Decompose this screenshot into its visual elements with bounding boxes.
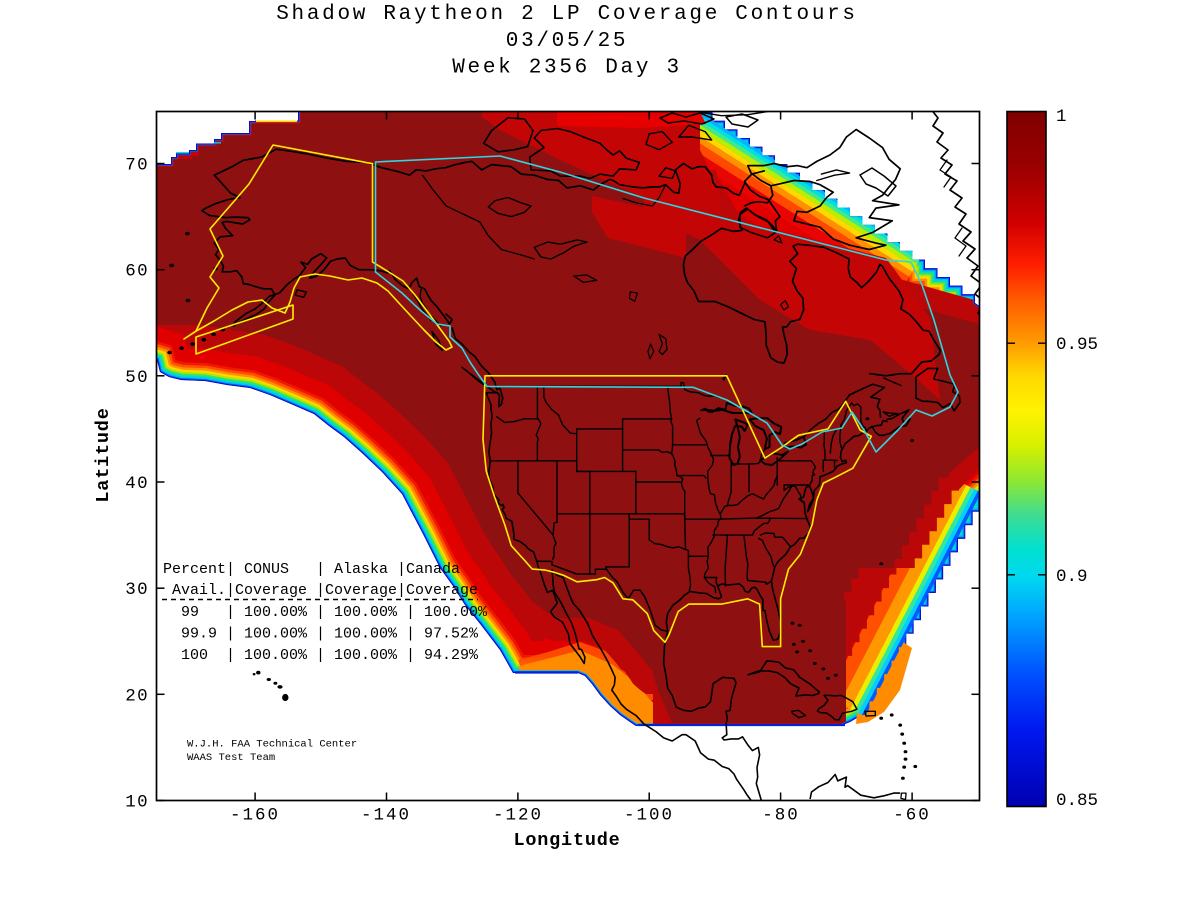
svg-text:99.9 | 100.00% | 100.00% | 97.: 99.9 | 100.00% | 100.00% | 97.52% [163, 626, 479, 643]
svg-text:-100: -100 [624, 806, 674, 826]
svg-text:99 | 100.00% | 100.00% | 100: 99 | 100.00% | 100.00% | 100.00% [163, 604, 488, 621]
svg-text:1: 1 [1056, 107, 1067, 127]
svg-text:-120: -120 [493, 806, 543, 826]
svg-text:-160: -160 [230, 806, 280, 826]
svg-text:0.85: 0.85 [1056, 791, 1098, 811]
svg-text:10: 10 [125, 793, 149, 813]
svg-text:-80: -80 [762, 806, 800, 826]
svg-text:03/05/25: 03/05/25 [506, 30, 628, 53]
svg-text:Shadow Raytheon 2 LP Coverage: Shadow Raytheon 2 LP Coverage Contours [276, 3, 857, 26]
svg-text:0.95: 0.95 [1056, 335, 1098, 355]
svg-text:W.J.H. FAA Technical Center: W.J.H. FAA Technical Center [187, 739, 357, 751]
svg-text:20: 20 [125, 686, 149, 706]
svg-text:60: 60 [125, 262, 149, 282]
svg-text:Percent| CONUS | Alaska |Can: Percent| CONUS | Alaska |Canada [163, 561, 460, 578]
svg-text:Week 2356 Day 3: Week 2356 Day 3 [452, 57, 682, 80]
svg-text:100 | 100.00% | 100.00% | 94.: 100 | 100.00% | 100.00% | 94.29% [163, 647, 479, 664]
svg-text:0.9: 0.9 [1056, 567, 1088, 587]
svg-text:40: 40 [125, 474, 149, 494]
svg-text:WAAS Test Team: WAAS Test Team [187, 752, 275, 764]
svg-text:-60: -60 [893, 806, 931, 826]
svg-text:Longitude: Longitude [513, 830, 620, 851]
svg-text:70: 70 [125, 156, 149, 176]
svg-text:Latitude: Latitude [93, 407, 114, 502]
svg-text:50: 50 [125, 368, 149, 388]
svg-text:30: 30 [125, 580, 149, 600]
svg-text:-140: -140 [361, 806, 411, 826]
svg-text:Avail.|Coverage |Coverage|Cove: Avail.|Coverage |Coverage|Coverage [163, 582, 478, 599]
